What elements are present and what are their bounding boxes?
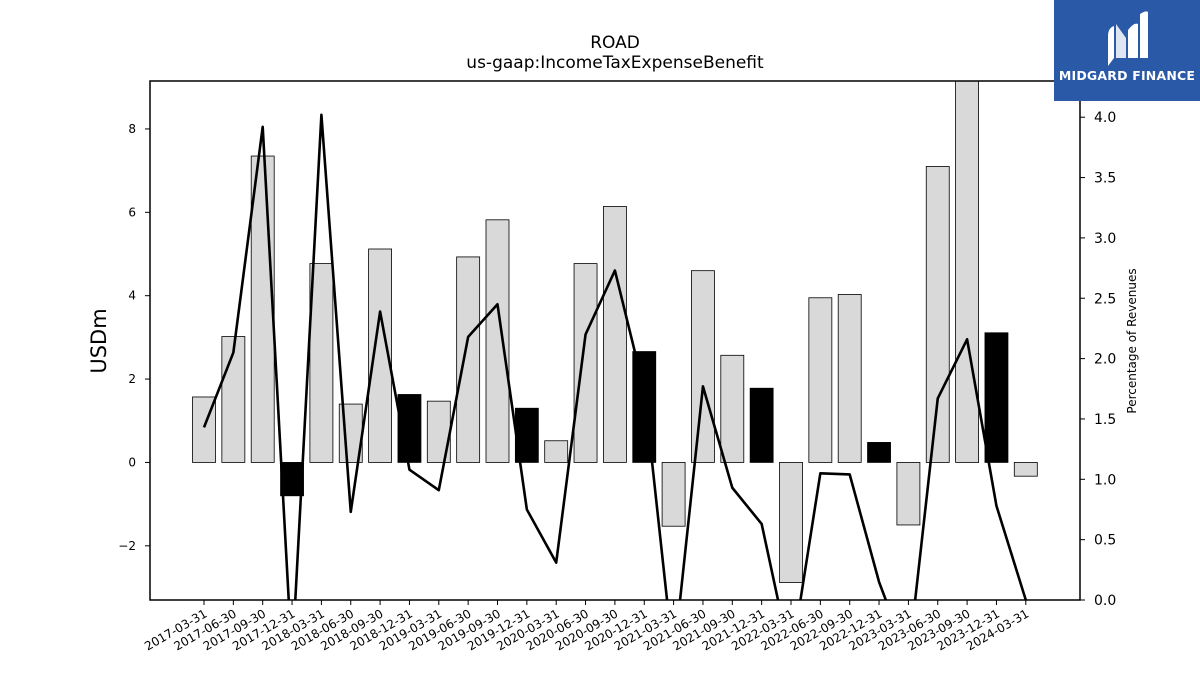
bar: [779, 462, 803, 583]
bar: [661, 462, 686, 527]
midgard-logo-icon: [1108, 11, 1148, 66]
bar: [1013, 462, 1038, 477]
bar: [984, 332, 1009, 463]
chart-subtitle: us-gaap:IncomeTaxExpenseBenefit: [466, 53, 764, 73]
bar: [896, 462, 921, 526]
bar: [632, 351, 657, 463]
revenue-percentage-line: [202, 113, 1028, 600]
bar: [749, 387, 774, 463]
brand-logo: MIDGARD FINANCE: [1054, 0, 1200, 101]
y-right-tick-label: 3.5: [1094, 171, 1116, 187]
bar-series: [192, 81, 1038, 583]
y-left-tick-label: 8: [128, 122, 136, 136]
y-left-tick-label: −2: [118, 539, 136, 553]
bar: [720, 354, 745, 463]
y-right-tick-label: 4.0: [1094, 110, 1116, 126]
bar: [691, 270, 715, 463]
y-right-tick-label: 2.5: [1094, 291, 1116, 307]
y-right-tick-label: 1.5: [1094, 412, 1116, 428]
chart-title: ROAD: [590, 33, 640, 53]
y-right-tick-label: 1.0: [1094, 472, 1116, 488]
bar: [368, 248, 393, 463]
bar: [573, 263, 598, 463]
bar: [925, 166, 950, 463]
y-right-tick-label: 0.0: [1094, 593, 1116, 609]
bar: [309, 263, 334, 463]
bar: [955, 81, 979, 463]
y-left-tick-label: 2: [128, 372, 136, 386]
bar: [485, 219, 510, 463]
y-axis-left-label: USDm: [87, 308, 111, 373]
y-axis-right-label: Percentage of Revenues: [1125, 268, 1139, 413]
y-left-tick-label: 6: [128, 205, 136, 219]
bar: [250, 155, 275, 463]
brand-name: MIDGARD FINANCE: [1058, 68, 1196, 83]
y-right-tick-label: 0.5: [1094, 533, 1116, 549]
y-left-tick-label: 4: [128, 289, 136, 303]
bar: [837, 294, 862, 463]
bar: [808, 297, 833, 463]
bar: [456, 256, 481, 463]
bar: [603, 206, 627, 463]
y-left-tick-label: 0: [128, 455, 136, 469]
bar: [280, 462, 304, 497]
y-right-tick-label: 3.0: [1094, 231, 1116, 247]
y-right-tick-label: 2.0: [1094, 352, 1116, 368]
line-series: [202, 113, 1028, 600]
bar: [544, 440, 569, 463]
bar: [867, 442, 891, 463]
